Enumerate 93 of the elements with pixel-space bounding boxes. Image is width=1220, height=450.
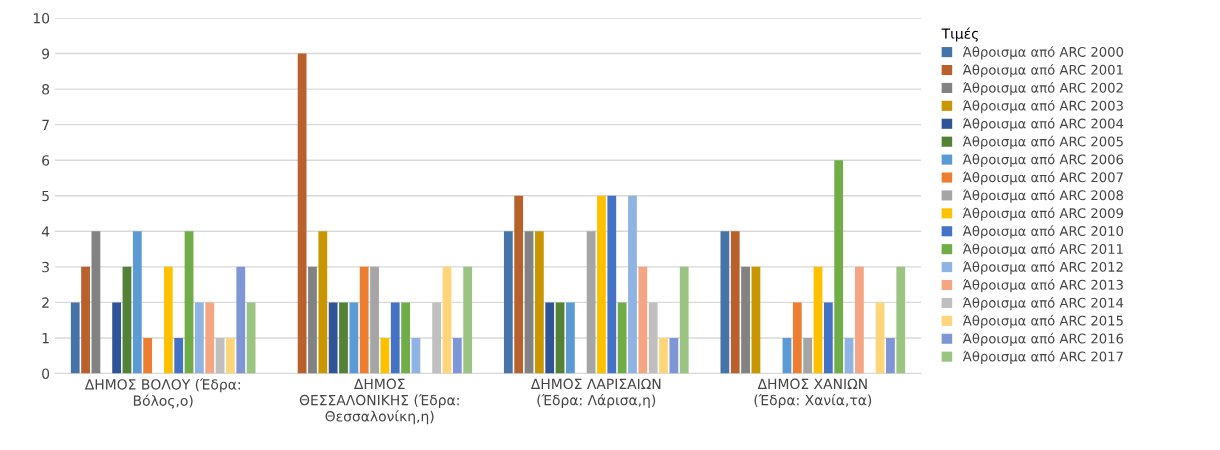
x-tick-label: ΔΗΜΟΣ ΒΟΛΟΥ (Έδρα: Βόλος,ο) [84, 378, 240, 409]
y-tick-label: 10 [33, 12, 50, 24]
legend-label: Άθροισμα από ARC 2017 [962, 350, 1123, 364]
legend-label: Άθροισμα από ARC 2000 [962, 46, 1124, 60]
bar [184, 231, 194, 374]
bar [597, 195, 606, 374]
bar [648, 302, 658, 374]
bar [566, 302, 575, 374]
bar [308, 266, 317, 374]
x-tick-label: ΔΗΜΟΣ ΧΑΝΙΩΝ (Έδρα: Χανία,τα) [754, 378, 872, 409]
y-tick-label: 7 [42, 119, 49, 130]
bar [205, 302, 215, 374]
bar [132, 231, 142, 374]
bar [638, 266, 648, 374]
bar [194, 302, 204, 374]
legend-label: Άθροισμα από ARC 2007 [962, 171, 1123, 185]
legend-label: Άθροισμα από ARC 2002 [962, 81, 1123, 96]
bar [143, 337, 153, 374]
y-tick-label: 3 [42, 261, 49, 273]
bar [226, 337, 235, 374]
legend-label: Άθροισμα από ARC 2010 [962, 225, 1124, 239]
y-tick-label: 1 [42, 333, 49, 344]
bar [720, 231, 730, 374]
legend-label: Άθροισμα από ARC 2016 [962, 332, 1124, 347]
bar [81, 266, 90, 374]
bar [91, 231, 101, 374]
legend-label: Άθροισμα από ARC 2013 [962, 279, 1123, 293]
legend-label: Άθροισμα από ARC 2004 [962, 117, 1124, 132]
bar [370, 266, 379, 374]
legend-label: Άθροισμα από ARC 2014 [962, 296, 1124, 311]
y-tick-label: 5 [42, 190, 49, 202]
legend-label: Άθροισμα από ARC 2011 [962, 243, 1123, 257]
legend-label: Άθροισμα από ARC 2009 [962, 207, 1124, 221]
bar [163, 266, 173, 374]
bar [679, 266, 689, 374]
y-tick-label: 6 [42, 155, 50, 166]
legend-label: Άθροισμα από ARC 2015 [962, 314, 1123, 329]
bar [741, 266, 750, 374]
bar [730, 231, 740, 374]
x-tick-label: ΔΗΜΟΣ ΘΕΣΣΑΛΟΝΙΚΗΣ (Έδρα: Θεσσαλονίκη,η) [299, 378, 459, 425]
bar [70, 302, 80, 374]
bar [669, 337, 679, 374]
bar [339, 302, 348, 374]
y-tick-label: 4 [41, 226, 50, 237]
bar [875, 302, 885, 374]
bar [452, 337, 462, 374]
bar [586, 231, 596, 374]
bar [555, 302, 565, 374]
legend-label: Άθροισμα από ARC 2012 [962, 261, 1123, 275]
y-tick-label: 0 [42, 368, 50, 379]
bar [442, 266, 452, 374]
bar [896, 266, 906, 374]
bar [297, 53, 307, 374]
legend-title: Τιμές [941, 27, 978, 42]
bar [463, 266, 473, 374]
bar [122, 266, 132, 374]
bar [534, 231, 544, 374]
bar [886, 337, 895, 374]
bar [514, 195, 524, 374]
legend-label: Άθροισμα από ARC 2005 [962, 135, 1123, 150]
y-tick-label: 2 [42, 297, 49, 308]
bar [112, 302, 122, 374]
bar [246, 302, 256, 374]
legend-label: Άθροισμα από ARC 2001 [962, 64, 1123, 78]
bar [503, 231, 513, 374]
bar [607, 195, 617, 374]
bar [803, 337, 813, 374]
x-tick-label: ΔΗΜΟΣ ΛΑΡΙΣΑΙΩΝ (Έδρα: Λάρισα,η) [530, 378, 661, 409]
bar [401, 302, 410, 374]
bar [834, 160, 844, 374]
bar [328, 302, 338, 374]
legend-label: Άθροισμα από ARC 2008 [962, 189, 1124, 203]
bar [432, 302, 442, 374]
legend-label: Άθροισμα από ARC 2003 [962, 99, 1123, 114]
bar [792, 302, 802, 374]
bar [390, 302, 400, 374]
bar [617, 302, 627, 374]
bar [545, 302, 555, 374]
bar [349, 302, 359, 374]
y-tick-label: 8 [42, 84, 50, 95]
bar [359, 266, 369, 374]
bar [236, 266, 246, 374]
bar [813, 266, 823, 374]
bar [318, 231, 328, 374]
bar [854, 266, 864, 374]
bar [659, 337, 668, 374]
bar [628, 195, 637, 374]
bar [174, 337, 184, 374]
bar [524, 231, 534, 374]
y-tick-label: 9 [42, 48, 50, 60]
bar [823, 302, 833, 374]
bar [751, 266, 761, 374]
legend-label: Άθροισμα από ARC 2006 [962, 153, 1124, 167]
